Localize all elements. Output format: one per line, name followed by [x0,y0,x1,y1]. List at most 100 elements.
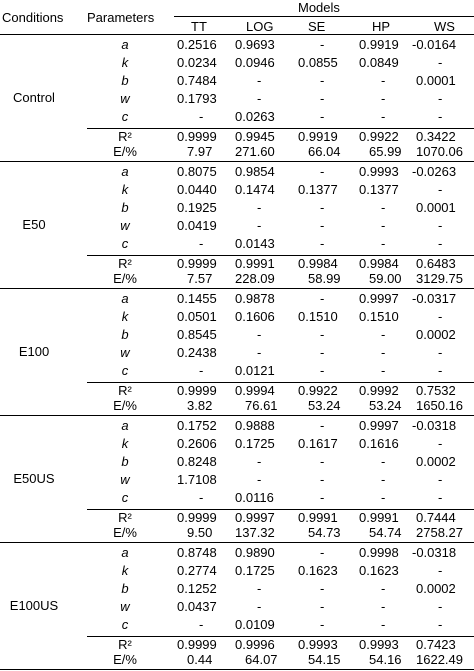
value-cell: - [199,109,204,124]
group-bottom-rule [0,542,474,543]
stat-value-cell: 0.6483 [416,256,456,271]
value-cell: 0.9997 [359,291,399,306]
value-cell: 0.2606 [177,436,217,451]
stats-separator-rule [87,128,474,129]
param-r-squared: R² [118,510,132,525]
param-c: c [121,617,129,632]
value-cell: - [438,472,443,487]
value-cell: 0.1925 [177,200,217,215]
value-cell: -0.0164 [412,37,457,52]
value-cell: - [438,563,443,578]
stat-value-cell: 54.73 [308,525,341,540]
stat-value-cell: 3129.75 [416,271,463,286]
value-cell: - [381,599,386,614]
param-a: a [121,545,129,560]
param-r-squared: R² [118,383,132,398]
stat-value-cell: 53.24 [308,398,341,413]
value-cell: - [381,200,386,215]
value-cell: 0.9878 [235,291,275,306]
stat-value-cell: 0.44 [187,652,213,667]
value-cell: 0.0002 [416,327,456,342]
value-cell: 0.1623 [359,563,399,578]
value-cell: 0.9919 [359,37,399,52]
value-cell: 0.0002 [416,581,456,596]
value-cell: 0.1510 [359,309,399,324]
param-a: a [121,418,129,433]
param-error-percent: E/% [113,398,137,413]
value-cell: 0.2774 [177,563,217,578]
param-k: k [121,436,129,451]
value-cell: - [381,218,386,233]
stat-value-cell: 7.57 [187,271,213,286]
stat-value-cell: 54.74 [369,525,402,540]
conditions-header: Conditions [2,10,64,25]
value-cell: 0.2516 [177,37,217,52]
col-header-ws: WS [434,19,455,34]
value-cell: 0.1510 [298,309,338,324]
value-cell: 0.8248 [177,454,217,469]
stat-value-cell: 0.9922 [359,129,399,144]
value-cell: - [381,109,386,124]
value-cell: - [438,617,443,632]
stat-value-cell: 2758.27 [416,525,463,540]
value-cell: - [381,472,386,487]
value-cell: - [320,418,325,433]
stat-value-cell: 65.99 [369,144,402,159]
param-k: k [121,309,129,324]
value-cell: 0.1623 [298,563,338,578]
value-cell: - [438,218,443,233]
stat-value-cell: 0.9919 [298,129,338,144]
group-bottom-rule [0,415,474,416]
stat-value-cell: 0.7532 [416,383,456,398]
stats-separator-rule [87,509,474,510]
value-cell: 0.1725 [235,563,275,578]
value-cell: 0.0109 [235,617,275,632]
param-r-squared: R² [118,129,132,144]
col-header-log: LOG [246,19,274,34]
value-cell: 0.1455 [177,291,217,306]
value-cell: - [199,490,204,505]
condition-label: E100 [18,344,50,359]
value-cell: - [438,55,443,70]
value-cell: 0.0849 [359,55,399,70]
value-cell: - [320,599,325,614]
value-cell: 0.9693 [235,37,275,52]
stat-value-cell: 0.9922 [298,383,338,398]
value-cell: - [199,236,204,251]
value-cell: - [257,327,262,342]
group-bottom-rule [0,161,474,162]
value-cell: -0.0317 [412,291,457,306]
value-cell: 0.0002 [416,454,456,469]
stat-value-cell: 228.09 [235,271,275,286]
value-cell: 0.0001 [416,73,456,88]
value-cell: 0.1617 [298,436,338,451]
value-cell: 0.1606 [235,309,275,324]
value-cell: 0.1377 [298,182,338,197]
value-cell: - [257,218,262,233]
stat-value-cell: 0.9996 [235,637,275,652]
param-c: c [121,490,129,505]
stat-value-cell: 0.9945 [235,129,275,144]
value-cell: - [320,164,325,179]
stat-value-cell: 0.9991 [298,510,338,525]
stat-value-cell: 54.16 [369,652,402,667]
stat-value-cell: 0.9997 [235,510,275,525]
value-cell: - [320,91,325,106]
value-cell: - [438,309,443,324]
value-cell: 0.2438 [177,345,217,360]
value-cell: 0.0143 [235,236,275,251]
value-cell: 0.0121 [235,363,275,378]
value-cell: - [257,581,262,596]
value-cell: - [381,581,386,596]
stat-value-cell: 7.97 [187,144,213,159]
value-cell: 0.1252 [177,581,217,596]
value-cell: - [438,236,443,251]
value-cell: 0.0234 [177,55,217,70]
value-cell: 0.1725 [235,436,275,451]
value-cell: 0.0946 [235,55,275,70]
value-cell: 0.1616 [359,436,399,451]
value-cell: 0.1752 [177,418,217,433]
stat-value-cell: 0.9999 [177,129,217,144]
value-cell: - [381,73,386,88]
stat-value-cell: 64.07 [245,652,278,667]
